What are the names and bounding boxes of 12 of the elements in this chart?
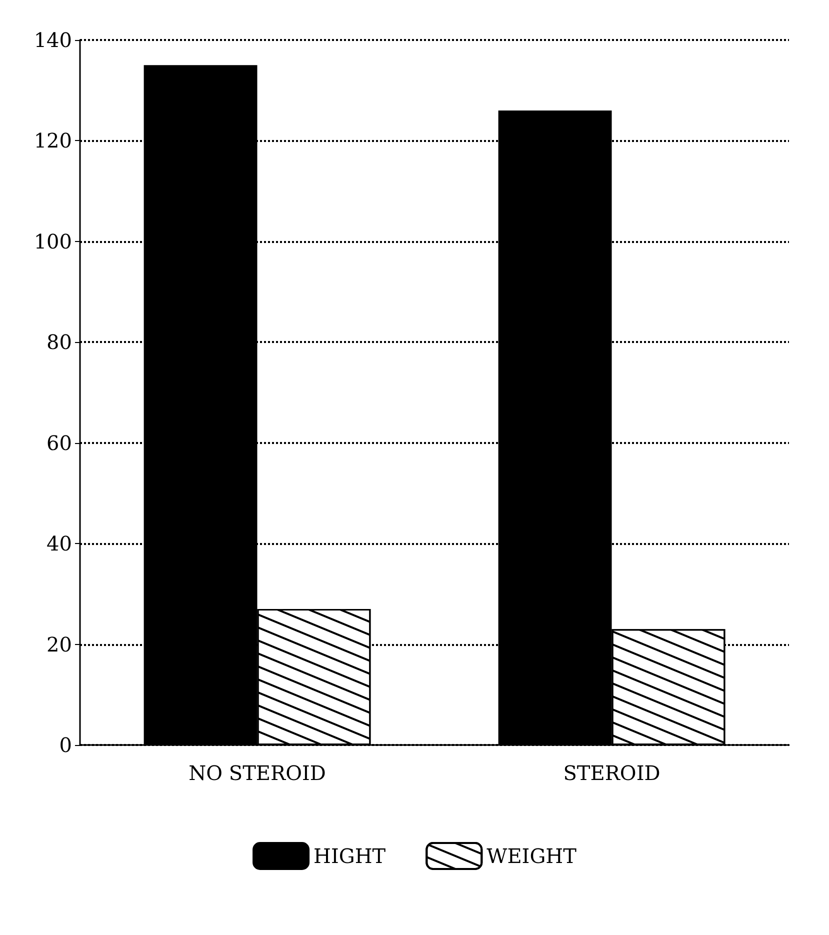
y-tick-label: 40 xyxy=(46,532,72,556)
y-tick-label: 120 xyxy=(34,128,72,153)
legend-label: WEIGHT xyxy=(486,844,578,868)
x-tick-label: NO STEROID xyxy=(188,761,326,785)
y-tick-label: 140 xyxy=(34,28,72,52)
y-tick-label: 20 xyxy=(46,632,72,656)
y-tick-label: 60 xyxy=(46,430,72,455)
y-tick-label: 100 xyxy=(34,229,72,254)
legend-label: HIGHT xyxy=(314,844,386,868)
y-tick-label: 0 xyxy=(59,733,72,757)
y-tick-label: 80 xyxy=(46,330,72,354)
x-tick-label: STEROID xyxy=(563,761,660,785)
